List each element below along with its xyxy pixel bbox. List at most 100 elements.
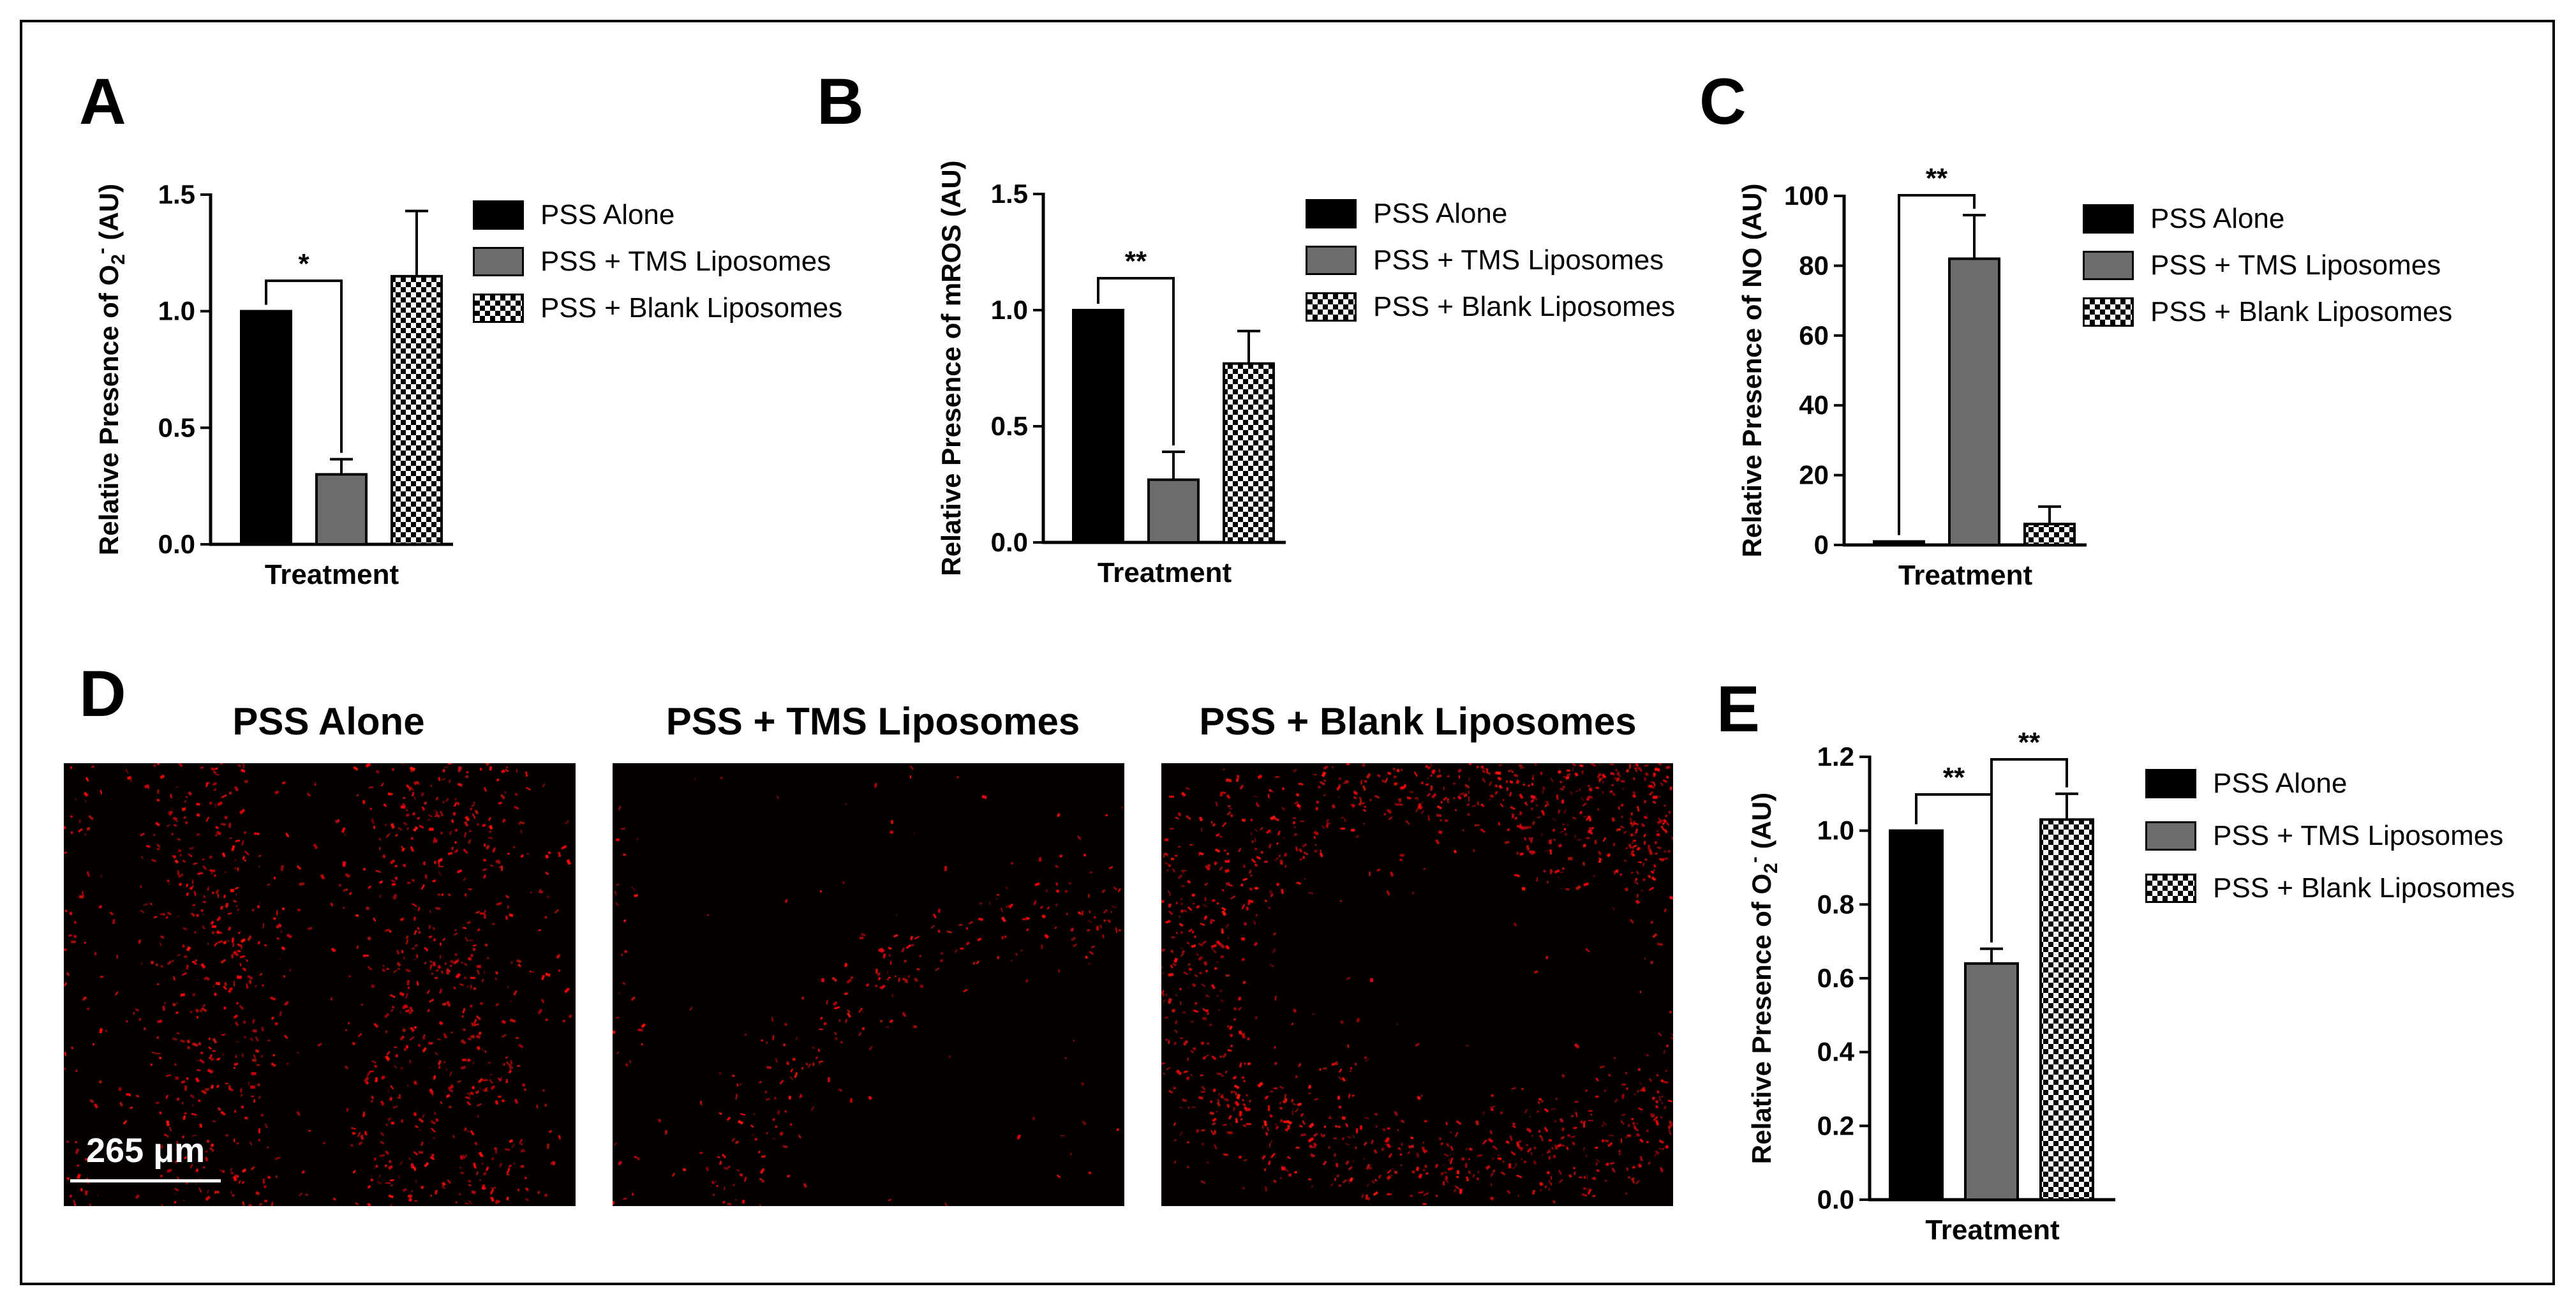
significance-label: ** [2018, 727, 2041, 758]
legend-swatch-blank [1306, 292, 1357, 322]
y-axis-label-sup: - [1744, 856, 1765, 863]
y-tick-label: 1.2 [1817, 742, 1854, 772]
bar-blank [2039, 818, 2094, 1202]
significance-label: * [298, 248, 309, 280]
micrograph-title-tms: PSS + TMS Liposomes [666, 700, 1080, 743]
x-axis-label: Treatment [1898, 560, 2033, 591]
y-tick-label: 0.2 [1817, 1110, 1854, 1140]
legend-label: PSS + Blank Liposomes [2213, 872, 2515, 904]
y-axis-label-sup: - [91, 248, 112, 254]
legend-label: PSS Alone [2213, 768, 2348, 799]
x-axis-label: Treatment [265, 559, 399, 590]
significance-label: ** [1926, 163, 1948, 194]
legend-label: PSS + Blank Liposomes [2150, 296, 2453, 327]
micrograph-pss-alone: 265 μm [64, 763, 576, 1206]
micrograph-tms [613, 763, 1124, 1206]
y-axis-label-main: Relative Presence of mROS (AU) [936, 160, 966, 576]
significance-label: ** [1943, 762, 1965, 793]
bar-blank [1223, 362, 1275, 544]
y-tick-label: 40 [1799, 390, 1829, 420]
y-tick-label: 80 [1799, 250, 1829, 280]
legend-item-pss-alone: PSS Alone [1306, 198, 1507, 230]
y-tick-label: 0 [1814, 530, 1829, 560]
figure-frame [20, 20, 2555, 1285]
significance-bracket [1898, 194, 1976, 535]
panel-letter-e: E [1716, 673, 1761, 745]
y-axis-label-main: Relative Presence of O [1746, 874, 1776, 1164]
legend-label: PSS Alone [540, 199, 675, 230]
y-tick-label: 60 [1799, 320, 1829, 350]
y-tick-label: 1.0 [158, 296, 195, 326]
legend-label: PSS + Blank Liposomes [540, 292, 843, 324]
legend-item-tms: PSS + TMS Liposomes [473, 246, 831, 278]
y-axis-label: Relative Presence of mROS (AU) [936, 160, 966, 576]
y-tick-label: 0.0 [991, 527, 1028, 557]
legend-swatch-pss-alone [473, 200, 524, 230]
significance-bracket [1990, 758, 2068, 943]
micrograph-canvas-tms [613, 763, 1124, 1206]
bar-pss-alone [240, 309, 292, 546]
legend-swatch-pss-alone [2145, 769, 2196, 798]
x-axis-label: Treatment [1098, 557, 1232, 588]
micrograph-title-pss-alone: PSS Alone [232, 700, 425, 743]
panel-letter-d: D [79, 657, 126, 730]
legend-label: PSS Alone [2150, 203, 2285, 234]
legend-item-blank: PSS + Blank Liposomes [473, 292, 842, 324]
y-axis-label: Relative Presence of NO (AU) [1737, 184, 1767, 558]
panel-letter-a: A [79, 65, 126, 138]
significance-label: ** [1125, 246, 1147, 277]
chart-b: 0.0 0.5 1.0 1.5 ** Treatment Relative Presence… [936, 160, 1286, 588]
y-axis-label-main: Relative Presence of O [94, 265, 124, 555]
scale-bar-label: 265 μm [86, 1131, 205, 1170]
y-tick-label: 0.0 [1817, 1184, 1854, 1214]
legend-swatch-tms [1306, 246, 1357, 275]
y-axis-label-sub: 2 [1761, 863, 1782, 874]
y-axis-label: Relative Presence of O2- (AU) [91, 184, 129, 555]
y-axis-label-tail: (AU) [1746, 793, 1776, 856]
y-tick-label: 0.5 [991, 411, 1028, 441]
bar-blank [2023, 523, 2076, 546]
legend-swatch-pss-alone [1306, 199, 1357, 228]
y-tick-label: 1.5 [158, 179, 195, 209]
panel-letter-c: C [1699, 65, 1746, 138]
y-tick-label: 20 [1799, 460, 1829, 490]
legend-swatch-tms [2083, 251, 2134, 280]
legend-item-blank: PSS + Blank Liposomes [2083, 296, 2452, 328]
y-tick-label: 0.5 [158, 412, 195, 442]
legend-label: PSS + TMS Liposomes [2213, 820, 2504, 851]
scale-bar [70, 1179, 221, 1182]
legend-item-blank: PSS + Blank Liposomes [2145, 872, 2515, 904]
micrograph-canvas-blank [1161, 763, 1673, 1206]
y-tick-label: 0.0 [158, 529, 195, 559]
y-tick-label: 0.4 [1817, 1037, 1855, 1067]
micrograph-canvas-pss-alone [64, 763, 576, 1206]
y-axis-label-main: Relative Presence of NO (AU) [1737, 184, 1767, 558]
x-axis-label: Treatment [1925, 1214, 2060, 1246]
legend-item-blank: PSS + Blank Liposomes [1306, 291, 1675, 323]
legend-label: PSS + TMS Liposomes [540, 246, 831, 277]
legend-item-tms: PSS + TMS Liposomes [2083, 250, 2441, 281]
legend-swatch-tms [2145, 821, 2196, 851]
significance-bracket [265, 280, 343, 453]
legend-swatch-pss-alone [2083, 204, 2134, 234]
chart-a: 0.0 0.5 1.0 1.5 * Treatment Relative Presence … [91, 179, 453, 590]
bar-blank [391, 274, 443, 546]
y-tick-label: 100 [1784, 181, 1829, 211]
chart-e: 0.0 0.2 0.4 0.6 0.8 1.0 1.2 ** ** Treatment Relati… [1744, 727, 2115, 1246]
legend-item-tms: PSS + TMS Liposomes [1306, 244, 1664, 276]
micrograph-title-blank: PSS + Blank Liposomes [1199, 700, 1637, 743]
legend-item-pss-alone: PSS Alone [2083, 203, 2284, 235]
y-tick-label: 1.0 [1817, 816, 1854, 846]
legend-swatch-blank [473, 294, 524, 323]
legend-swatch-blank [2145, 874, 2196, 903]
legend-label: PSS + TMS Liposomes [2150, 250, 2441, 281]
bar-tms [1147, 478, 1200, 544]
bar-pss-alone [1072, 309, 1124, 544]
y-tick-label: 0.6 [1817, 963, 1854, 993]
bar-tms [1948, 257, 2000, 547]
y-tick-label: 1.0 [991, 295, 1028, 325]
bar-tms [315, 473, 368, 546]
legend-item-tms: PSS + TMS Liposomes [2145, 820, 2503, 852]
bar-pss-alone [1873, 540, 1925, 547]
legend-swatch-blank [2083, 297, 2134, 327]
